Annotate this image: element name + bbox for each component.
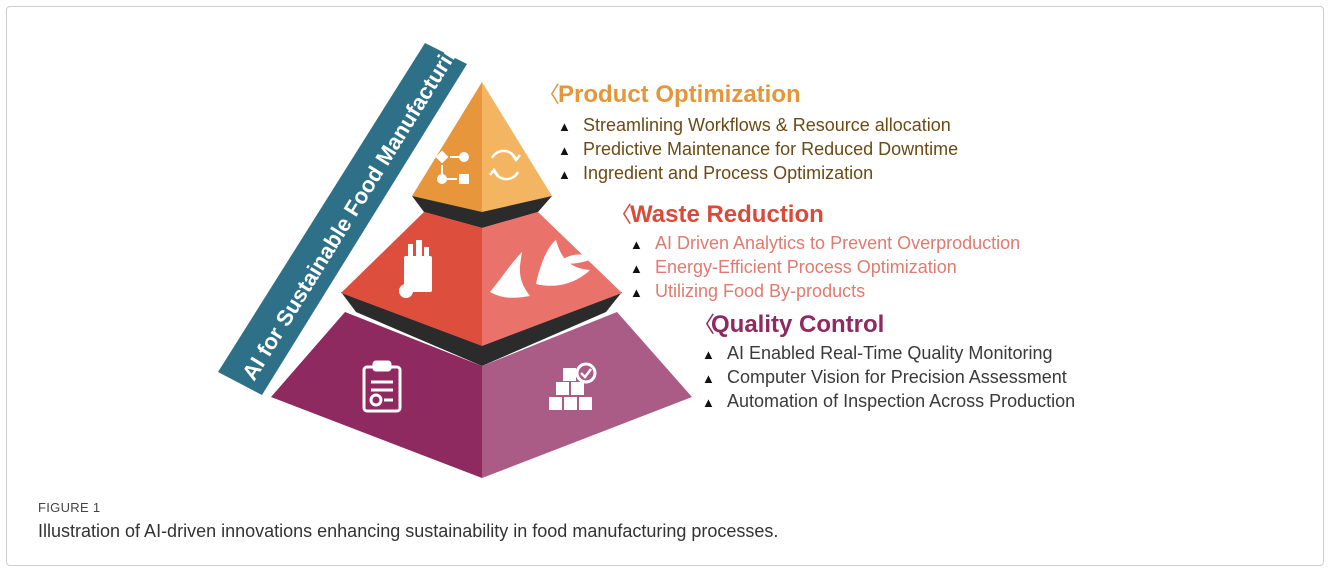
workflow-icon bbox=[435, 150, 469, 184]
bullet-triangle-icon: ▲ bbox=[558, 119, 571, 134]
chevron-left-icon: 〈 bbox=[693, 312, 715, 337]
grocery-bag-icon bbox=[399, 240, 432, 298]
pyramid-diagram: AI for Sustainable Food Manufacturing bbox=[218, 43, 1076, 478]
tier-product-optimization bbox=[412, 82, 552, 212]
tier-text-waste-reduction: 〈 Waste Reduction ▲ AI Driven Analytics … bbox=[610, 201, 1020, 301]
tier-bullet: AI Driven Analytics to Prevent Overprodu… bbox=[655, 233, 1020, 253]
tier-title: Product Optimization bbox=[558, 81, 801, 108]
tier-title: Waste Reduction bbox=[630, 201, 824, 228]
tier-bullet: AI Enabled Real-Time Quality Monitoring bbox=[727, 343, 1052, 363]
tier-title: Quality Control bbox=[711, 311, 884, 338]
tier-top-right-face bbox=[482, 82, 552, 212]
tier-bullet: Ingredient and Process Optimization bbox=[583, 163, 873, 183]
bullet-triangle-icon: ▲ bbox=[630, 237, 643, 252]
boxes-check-icon bbox=[549, 362, 597, 410]
tier-bullet: Automation of Inspection Across Producti… bbox=[727, 391, 1075, 411]
figure-caption: Illustration of AI-driven innovations en… bbox=[38, 521, 779, 541]
tier-bullet: Streamlining Workflows & Resource alloca… bbox=[583, 115, 951, 135]
bullet-triangle-icon: ▲ bbox=[558, 167, 571, 182]
tier-text-product-optimization: 〈 Product Optimization ▲ Streamlining Wo… bbox=[538, 81, 958, 183]
tier-bullet: Utilizing Food By-products bbox=[655, 281, 865, 301]
chevron-left-icon: 〈 bbox=[538, 82, 560, 107]
refresh-cycle-icon bbox=[489, 149, 521, 181]
chevron-left-icon: 〈 bbox=[610, 202, 632, 227]
tier-quality-control bbox=[271, 312, 692, 478]
bullet-triangle-icon: ▲ bbox=[702, 347, 715, 362]
bullet-triangle-icon: ▲ bbox=[702, 371, 715, 386]
tier-bullet: Energy-Efficient Process Optimization bbox=[655, 257, 957, 277]
tier-bullet: Computer Vision for Precision Assessment bbox=[727, 367, 1067, 387]
figure-frame bbox=[6, 6, 1324, 566]
bullet-triangle-icon: ▲ bbox=[630, 261, 643, 276]
tier-bottom-right-face bbox=[482, 312, 692, 478]
tier-bullet: Predictive Maintenance for Reduced Downt… bbox=[583, 139, 958, 159]
figure-label: FIGURE 1 bbox=[38, 500, 101, 515]
bullet-triangle-icon: ▲ bbox=[630, 285, 643, 300]
tier-text-quality-control: 〈 Quality Control ▲ AI Enabled Real-Time… bbox=[693, 311, 1075, 411]
bullet-triangle-icon: ▲ bbox=[558, 143, 571, 158]
banner-strip bbox=[218, 43, 467, 395]
bullet-triangle-icon: ▲ bbox=[702, 395, 715, 410]
certificate-clipboard-icon bbox=[362, 360, 402, 413]
tier-waste-reduction bbox=[341, 212, 622, 346]
banana-peel-icon bbox=[490, 240, 596, 298]
